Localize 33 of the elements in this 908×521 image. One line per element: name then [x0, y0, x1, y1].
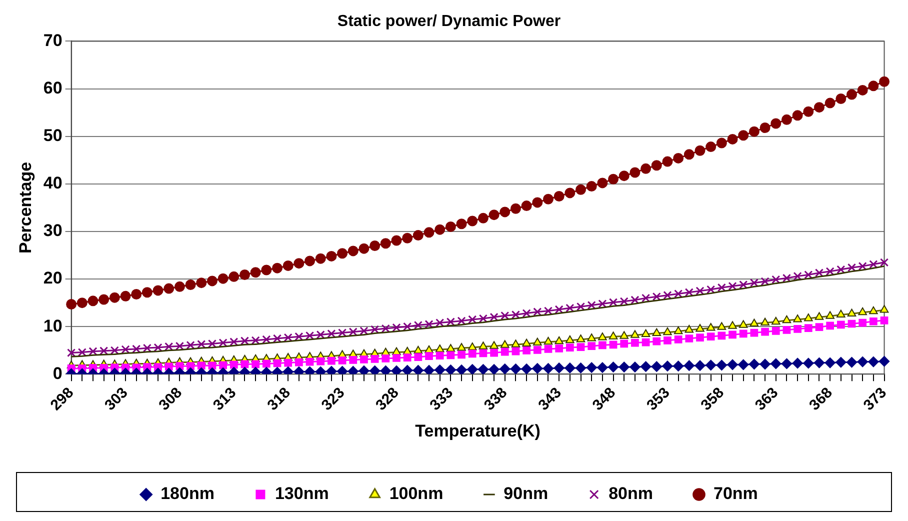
- legend-label: 180nm: [160, 484, 214, 504]
- y-tick-label: 0: [52, 364, 62, 383]
- x-tick-label: 328: [372, 384, 402, 414]
- x-tick-label: 373: [860, 384, 890, 414]
- x-tick-label: 303: [102, 384, 132, 414]
- x-tick-label: 353: [644, 384, 674, 414]
- x-tick-label: 298: [47, 384, 78, 414]
- y-tick-label: 60: [43, 78, 62, 98]
- y-axis-title: Percentage: [16, 162, 35, 254]
- y-tick-label: 70: [43, 30, 62, 50]
- x-tick-label: 363: [752, 384, 782, 414]
- chart-title: Static power/ Dynamic Power: [337, 13, 561, 30]
- y-tick-label: 30: [43, 221, 62, 240]
- x-axis-title: Temperature(K): [415, 421, 540, 440]
- x-tick-label: 338: [480, 384, 511, 414]
- x-tick-label: 368: [806, 384, 836, 414]
- y-tick-label: 20: [43, 268, 62, 288]
- legend-label: 130nm: [274, 484, 329, 504]
- y-tick-label: 50: [43, 126, 62, 146]
- x-tick-label: 348: [589, 384, 620, 414]
- y-tick-label: 10: [43, 316, 62, 336]
- x-tick-label: 343: [535, 384, 565, 414]
- y-tick-label: 40: [43, 174, 62, 193]
- x-tick-label: 308: [156, 384, 186, 414]
- legend-label: 70nm: [714, 484, 758, 504]
- legend-label: 80nm: [608, 484, 654, 504]
- x-tick-label: 358: [698, 384, 728, 414]
- x-tick-label: 318: [264, 384, 294, 414]
- legend-label: 100nm: [389, 484, 444, 504]
- x-tick-label: 323: [318, 384, 348, 414]
- x-tick-label: 333: [426, 384, 456, 414]
- legend-label: 90nm: [504, 484, 548, 504]
- x-tick-label: 313: [210, 384, 240, 414]
